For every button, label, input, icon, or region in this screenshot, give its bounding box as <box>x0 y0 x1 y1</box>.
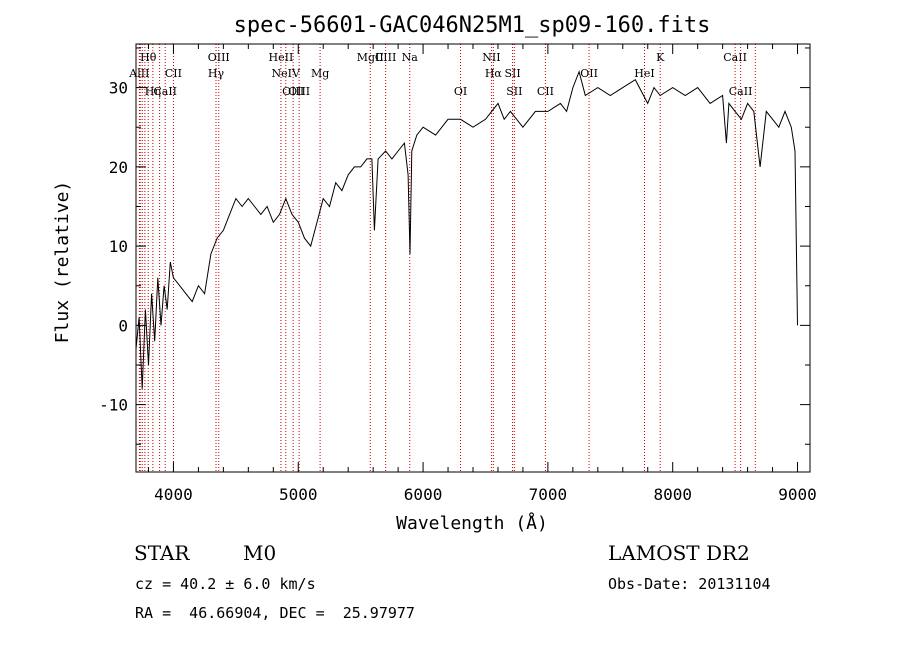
survey-name: LAMOST DR2 <box>608 541 750 565</box>
y-axis-label: Flux (relative) <box>52 181 73 344</box>
marker-label-0: AlII <box>128 67 149 80</box>
x-tick-label-2: 6000 <box>404 485 443 504</box>
marker-label-16: MgII <box>357 51 384 64</box>
marker-label-20: NII <box>482 51 500 64</box>
observation-date: Obs-Date: 20131104 <box>608 575 771 593</box>
marker-label-28: CaII <box>723 51 747 64</box>
marker-label-29: CaII <box>729 85 753 98</box>
marker-label-23: SII <box>506 85 522 98</box>
ra-dec: RA = 46.66904, DEC = 25.97977 <box>135 604 415 622</box>
y-tick-label-0: -10 <box>99 396 128 415</box>
marker-label-13: OIII <box>282 85 304 98</box>
marker-label-8: CII <box>165 67 182 80</box>
y-tick-label-2: 10 <box>109 237 128 256</box>
marker-label-25: OII <box>580 67 598 80</box>
marker-label-21: Hα <box>485 67 503 80</box>
y-tick-label-3: 20 <box>109 158 128 177</box>
marker-label-7: CaII <box>153 85 177 98</box>
marker-label-22: SII <box>504 67 520 80</box>
marker-label-18: Na <box>402 51 419 64</box>
marker-label-19: OI <box>454 85 467 98</box>
marker-label-11: HeII <box>269 51 294 64</box>
marker-label-10: OIII <box>208 51 230 64</box>
y-tick-label-1: 0 <box>118 316 128 335</box>
y-tick-label-4: 30 <box>109 79 128 98</box>
x-tick-label-0: 4000 <box>154 485 193 504</box>
x-tick-label-5: 9000 <box>778 485 817 504</box>
marker-label-27: K <box>656 51 665 64</box>
x-tick-label-3: 7000 <box>529 485 568 504</box>
redshift-cz: cz = 40.2 ± 6.0 km/s <box>135 575 316 593</box>
object-class: STAR <box>134 541 190 565</box>
marker-label-14: OIII <box>288 85 310 98</box>
spectrum-line <box>135 70 798 389</box>
marker-label-5: Hη <box>145 85 161 98</box>
marker-label-24: CII <box>537 85 554 98</box>
x-axis-label: Wavelength (Å) <box>396 512 548 534</box>
marker-label-26: HeI <box>634 67 654 80</box>
x-tick-label-1: 5000 <box>279 485 318 504</box>
marker-label-4: Hθ <box>140 51 157 64</box>
plot-frame <box>135 43 811 473</box>
axis-ticks: 4000 5000 6000 7000 8000 9000 -10 0 10 20 30 <box>99 44 817 504</box>
marker-label-17: CIII <box>375 51 396 64</box>
marker-label-15: Mg <box>311 67 329 80</box>
chart-title: spec-56601-GAC046N25M1_sp09-160.fits <box>234 13 711 38</box>
object-subclass: M0 <box>243 541 277 565</box>
x-tick-label-4: 8000 <box>653 485 692 504</box>
marker-label-12: NeIV <box>272 67 301 80</box>
marker-label-9: Hγ <box>208 67 225 80</box>
